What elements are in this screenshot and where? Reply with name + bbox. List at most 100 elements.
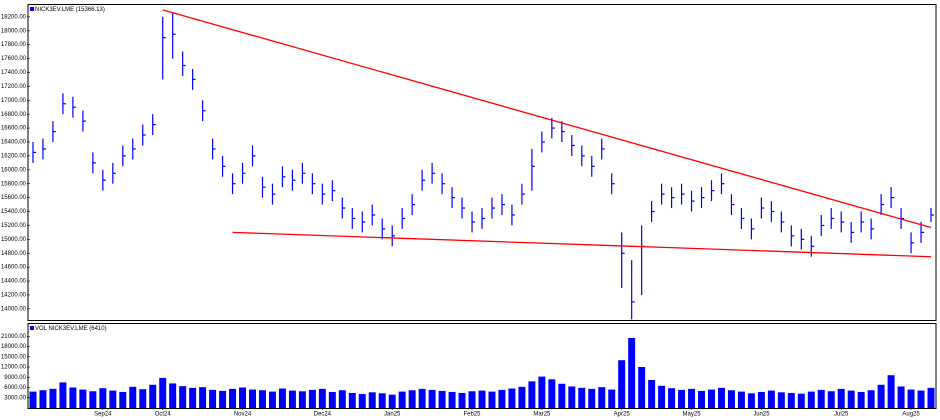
volume-bar	[209, 389, 217, 408]
volume-bar	[837, 388, 845, 408]
volume-bar	[578, 387, 586, 408]
x-tick-label: Apr25	[614, 412, 631, 418]
volume-bar	[438, 390, 446, 408]
volume-bar	[189, 387, 197, 408]
volume-bar	[807, 391, 815, 408]
y-tick-label: 12000.00	[1, 365, 27, 371]
y-tick-label: 18200.00	[1, 14, 27, 20]
volume-bar	[49, 388, 57, 408]
y-tick-label: 17400.00	[1, 70, 27, 76]
y-tick-label: 16800.00	[1, 112, 27, 118]
volume-bar	[857, 391, 865, 408]
volume-bar	[568, 386, 576, 408]
volume-bar	[39, 390, 47, 408]
volume-bar	[418, 388, 426, 408]
volume-bar	[368, 392, 376, 408]
legend-label: NICK3EV.LME (15366.13)	[35, 7, 105, 13]
volume-bar	[588, 388, 596, 408]
volume-bar	[169, 383, 177, 408]
x-tick-label: May25	[683, 412, 702, 418]
volume-bar	[278, 388, 286, 408]
volume-bar	[518, 386, 526, 408]
volume-bar	[308, 389, 316, 408]
volume-bar	[528, 381, 536, 408]
x-tick-label: Mar25	[533, 412, 551, 418]
volume-bar	[258, 390, 266, 408]
volume-bar	[109, 390, 117, 408]
x-tick-label: Nov24	[234, 412, 252, 418]
volume-bar	[318, 388, 326, 408]
y-tick-label: 17800.00	[1, 42, 27, 48]
y-tick-label: 15000.00	[1, 237, 27, 243]
volume-bar	[538, 376, 546, 408]
volume-bar	[89, 391, 97, 408]
volume-bar	[298, 391, 306, 408]
volume-bar	[239, 387, 247, 408]
y-tick-label: 14600.00	[1, 265, 27, 271]
y-tick-label: 21000.00	[1, 334, 27, 340]
volume-bar	[79, 389, 87, 408]
volume-bar	[897, 386, 905, 408]
volume-bar	[398, 391, 406, 408]
x-tick-label: Dec24	[314, 412, 332, 418]
y-tick-label: 15000.00	[1, 354, 27, 360]
volume-bar	[817, 389, 825, 408]
x-tick-label: Sep24	[94, 412, 112, 418]
y-tick-label: 14200.00	[1, 293, 27, 299]
y-tick-label: 14400.00	[1, 279, 27, 285]
trendline	[162, 9, 932, 229]
y-tick-label: 15400.00	[1, 209, 27, 215]
volume-bar	[149, 384, 157, 408]
volume-bar	[767, 390, 775, 408]
volume-bar	[548, 379, 556, 408]
volume-bar	[179, 386, 187, 408]
volume-bar	[478, 390, 486, 408]
volume-bar	[408, 390, 416, 408]
volume-bar	[648, 380, 656, 408]
y-tick-label: 16200.00	[1, 153, 27, 159]
volume-bar	[628, 338, 636, 408]
x-tick-label: Oct24	[155, 412, 172, 418]
y-tick-label: 17000.00	[1, 98, 27, 104]
volume-bar	[59, 382, 67, 408]
volume-bar	[678, 389, 686, 408]
y-tick-label: 15600.00	[1, 195, 27, 201]
volume-bar	[688, 388, 696, 408]
volume-bar	[867, 390, 875, 408]
volume-bar	[199, 387, 207, 408]
volume-bar	[608, 389, 616, 408]
volume-bar	[777, 392, 785, 408]
volume-bar	[448, 391, 456, 408]
volume-bar	[747, 393, 755, 408]
y-tick-label: 3000.00	[4, 395, 26, 401]
volume-bar	[129, 386, 137, 408]
legend-swatch	[30, 326, 34, 330]
volume-bar	[618, 360, 626, 408]
volume-bar	[249, 389, 256, 408]
volume-bar	[827, 391, 835, 408]
y-tick-label: 18000.00	[1, 28, 27, 34]
volume-bar	[468, 391, 476, 408]
volume-bar	[488, 391, 496, 408]
y-tick-label: 9000.00	[4, 375, 26, 381]
volume-bar	[917, 390, 925, 408]
volume-bar	[268, 391, 276, 408]
volume-bar	[717, 387, 725, 408]
volume-bar	[508, 388, 516, 408]
volume-bar	[139, 389, 147, 408]
volume-bar	[708, 389, 715, 408]
volume-bar	[119, 391, 127, 408]
x-tick-label: Jul25	[834, 412, 849, 418]
volume-bar	[29, 391, 37, 408]
volume-bar	[328, 391, 336, 408]
y-tick-label: 18000.00	[1, 344, 27, 350]
volume-bar	[887, 375, 895, 408]
y-tick-label: 15200.00	[1, 223, 27, 229]
x-tick-label: Jun25	[753, 412, 770, 418]
y-tick-label: 16400.00	[1, 140, 27, 146]
volume-bar	[847, 390, 855, 408]
y-tick-label: 14000.00	[1, 306, 27, 312]
x-tick-label: Jan25	[384, 412, 401, 418]
y-tick-label: 17200.00	[1, 84, 27, 90]
